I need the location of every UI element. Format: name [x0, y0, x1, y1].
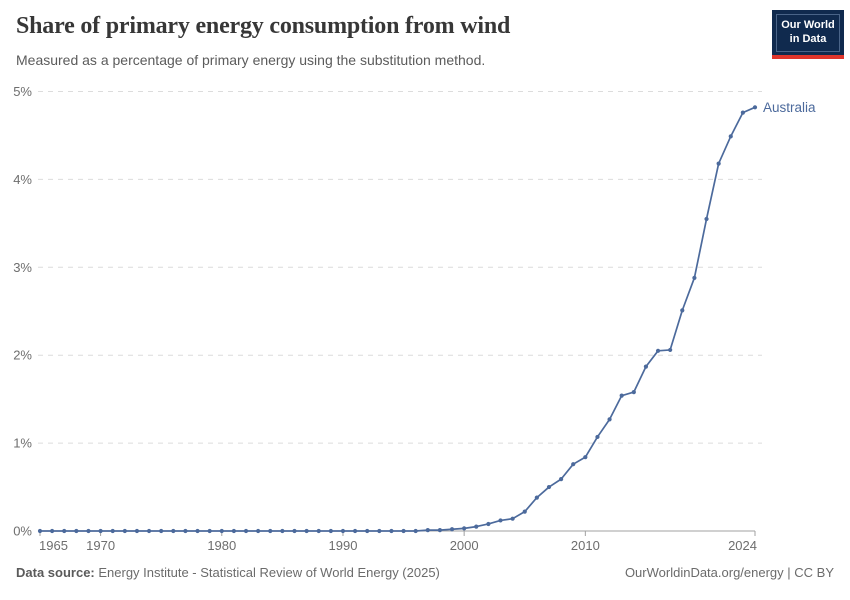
data-point-2009: [571, 462, 576, 467]
data-point-2014: [631, 390, 636, 395]
x-tick-label: 1965: [39, 538, 68, 553]
owid-logo-line1: Our World: [781, 19, 835, 31]
chart-canvas: 0% 1% 2% 3% 4% 5% 1965 1970 1980 1990 2000 2010 2024…: [13, 84, 816, 553]
data-point-1973: [134, 528, 140, 534]
chart-footer: Data source: Energy Institute - Statisti…: [16, 565, 834, 580]
y-tick-label: 1%: [13, 436, 32, 451]
data-point-1985: [280, 528, 285, 534]
data-point-2022: [728, 134, 733, 139]
data-point-1976: [171, 528, 176, 534]
data-point-2019: [692, 275, 697, 280]
data-point-1974: [146, 528, 152, 534]
data-point-2013: [619, 393, 624, 398]
data-point-2023: [740, 110, 745, 115]
license-note: OurWorldinData.org/energy | CC BY: [624, 565, 834, 580]
data-point-2001: [474, 524, 479, 529]
data-point-1969: [86, 528, 91, 534]
data-point-2002: [486, 521, 491, 527]
data-point-1971: [110, 528, 115, 534]
y-tick-label: 3%: [13, 260, 32, 275]
data-point-1987: [304, 528, 309, 534]
data-point-2008: [559, 477, 564, 482]
data-point-1972: [122, 528, 127, 534]
data-point-1993: [377, 528, 382, 534]
data-point-1982: [243, 528, 249, 534]
data-point-1977: [183, 528, 188, 534]
data-point-1983: [256, 528, 261, 534]
owid-logo: Our World in Data: [772, 10, 844, 59]
data-point-1968: [74, 528, 79, 534]
data-point-2020: [704, 216, 709, 222]
data-point-2021: [716, 161, 721, 166]
data-point-2007: [546, 484, 552, 490]
data-point-2012: [607, 417, 612, 422]
data-point-1995: [401, 528, 406, 534]
data-point-2010: [583, 455, 588, 460]
data-point-1981: [231, 528, 236, 534]
y-tick-label: 4%: [13, 172, 32, 187]
x-tick-label: 2010: [571, 538, 600, 553]
x-tick-label: 1990: [329, 538, 358, 553]
data-point-1998: [437, 528, 443, 533]
x-tick-label: 2024: [728, 538, 757, 553]
data-point-2004: [510, 516, 515, 521]
data-point-1988: [316, 528, 321, 534]
data-point-1994: [389, 528, 394, 534]
data-point-1990: [340, 528, 346, 534]
chart-subtitle: Measured as a percentage of primary ener…: [16, 52, 486, 68]
data-point-1996: [413, 528, 418, 534]
data-point-1967: [62, 528, 67, 534]
x-tick-label: 1970: [86, 538, 115, 553]
data-source-text: Energy Institute - Statistical Review of…: [94, 565, 440, 580]
data-point-1997: [425, 528, 430, 533]
x-tick-label: 1980: [207, 538, 236, 553]
data-point-1991: [352, 528, 358, 534]
data-point-2000: [462, 526, 467, 531]
y-tick-label: 0%: [13, 524, 32, 539]
y-tick-label: 5%: [13, 84, 32, 99]
data-point-1970: [98, 528, 103, 534]
data-point-1966: [50, 528, 55, 534]
data-point-1999: [449, 527, 455, 532]
data-point-2005: [522, 509, 527, 514]
data-point-1980: [219, 528, 224, 534]
owid-logo-text: Our World in Data: [776, 14, 840, 52]
x-tick-label: 2000: [450, 538, 479, 553]
data-point-1975: [159, 528, 164, 534]
data-point-1978: [195, 528, 200, 534]
data-point-1965: [37, 528, 43, 534]
data-point-2017: [668, 347, 673, 353]
data-point-1989: [328, 528, 333, 534]
data-point-2015: [643, 364, 649, 369]
data-point-2024: [752, 105, 758, 110]
data-point-2018: [680, 308, 685, 313]
data-point-1986: [292, 528, 297, 534]
data-point-2016: [655, 348, 661, 353]
series-label-australia: Australia: [763, 100, 816, 115]
data-point-1979: [207, 528, 212, 534]
data-point-2006: [534, 495, 539, 500]
data-source-note: Data source: Energy Institute - Statisti…: [16, 565, 440, 580]
y-tick-label: 2%: [13, 348, 32, 363]
data-point-1992: [365, 528, 370, 534]
australia-line: [39, 106, 756, 532]
data-source-label: Data source:: [16, 565, 95, 580]
data-point-2011: [595, 434, 600, 440]
owid-logo-line2: in Data: [789, 33, 827, 46]
data-point-2003: [498, 518, 503, 523]
chart-title: Share of primary energy consumption from…: [16, 13, 511, 39]
data-point-1984: [268, 528, 273, 534]
